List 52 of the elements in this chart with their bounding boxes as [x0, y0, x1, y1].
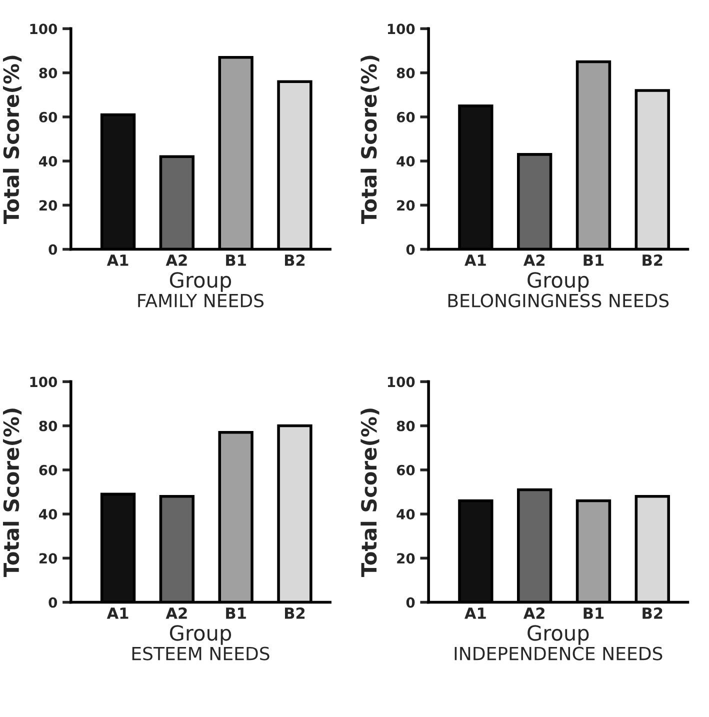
y-tick-label: 40 — [396, 509, 415, 520]
text: INDEPENDENCE NEEDS — [454, 646, 662, 660]
y-tick-label: 40 — [39, 509, 58, 520]
x-tick-label: B1 — [584, 254, 604, 266]
y-tick-label: 0 — [48, 244, 58, 255]
y-tick-label: 100 — [30, 376, 58, 388]
y-tick-label: 80 — [39, 420, 58, 432]
x-tick-label: A1 — [464, 254, 486, 266]
y-tick-label: 60 — [396, 112, 415, 122]
y-axis-title: Total Score(%) — [360, 56, 380, 224]
text: FAMILY NEEDS — [138, 294, 264, 308]
x-tick-label: B2 — [284, 607, 305, 619]
y-axis-title: Total Score(%) — [2, 408, 22, 577]
y-tick-label: 80 — [396, 68, 415, 78]
x-tick-label: B2 — [642, 254, 662, 266]
text: ESTEEM NEEDS — [132, 646, 270, 660]
y-tick-label: 0 — [406, 244, 415, 255]
y-tick-label: 60 — [39, 112, 58, 122]
x-tick-label: A2 — [523, 607, 544, 619]
y-tick-label: 20 — [397, 200, 415, 211]
y-tick-label: 100 — [388, 376, 415, 388]
text: BELONGINGNESS NEEDS — [448, 294, 669, 308]
x-axis-title: Group — [528, 272, 589, 292]
x-axis-title: Group — [170, 272, 232, 292]
x-tick-label: A2 — [166, 254, 187, 266]
y-tick-label: 60 — [39, 464, 58, 476]
y-tick-label: 0 — [48, 597, 58, 608]
x-axis-title: Group — [528, 625, 589, 645]
y-axis-title: Total Score(%) — [360, 408, 380, 577]
x-tick-label: A1 — [106, 254, 128, 266]
x-tick-label: A1 — [464, 608, 486, 619]
y-tick-label: 20 — [39, 553, 58, 564]
y-tick-label: 40 — [39, 156, 58, 167]
x-tick-label: A2 — [523, 254, 544, 266]
y-tick-label: 100 — [30, 24, 58, 34]
y-tick-label: 80 — [39, 68, 58, 78]
x-axis-title: Group — [170, 625, 232, 645]
y-axis-title: Total Score(%) — [2, 56, 22, 224]
y-tick-label: 60 — [396, 464, 415, 476]
x-tick-label: A1 — [106, 608, 128, 619]
x-tick-label: B2 — [284, 254, 305, 266]
y-tick-label: 100 — [388, 24, 415, 34]
x-tick-label: B1 — [226, 608, 246, 619]
y-tick-label: 0 — [406, 597, 415, 608]
x-tick-label: B2 — [642, 607, 662, 619]
x-tick-label: B1 — [584, 608, 604, 619]
y-tick-label: 20 — [397, 553, 415, 564]
y-tick-label: 40 — [396, 156, 415, 167]
y-tick-label: 80 — [396, 420, 415, 432]
y-tick-label: 20 — [39, 200, 58, 211]
x-tick-label: B1 — [226, 254, 246, 266]
x-tick-label: A2 — [166, 607, 187, 619]
